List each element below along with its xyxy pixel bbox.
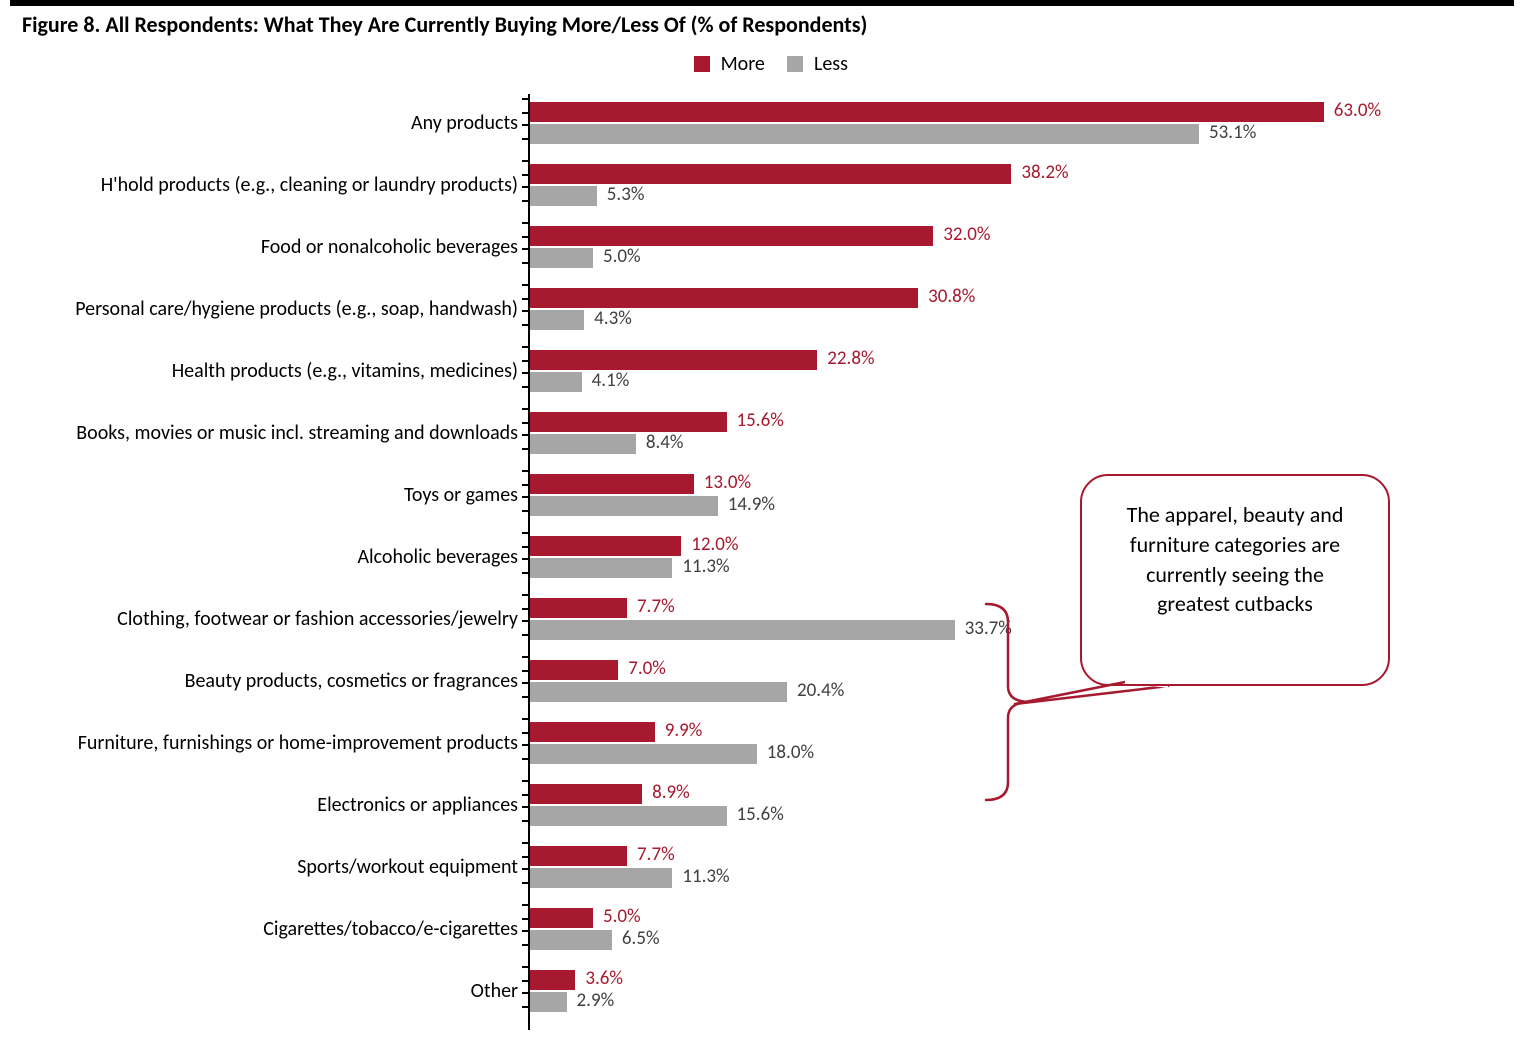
figure-title: Figure 8. All Respondents: What They Are… xyxy=(22,12,1524,38)
top-rule xyxy=(10,0,1514,6)
chart: More Less 63.0%53.1%38.2%5.3%32.0%5.0%30… xyxy=(0,44,1524,1054)
callout-text: The apparel, beauty and furniture catego… xyxy=(1127,501,1344,617)
callout-box: The apparel, beauty and furniture catego… xyxy=(1080,474,1390,686)
